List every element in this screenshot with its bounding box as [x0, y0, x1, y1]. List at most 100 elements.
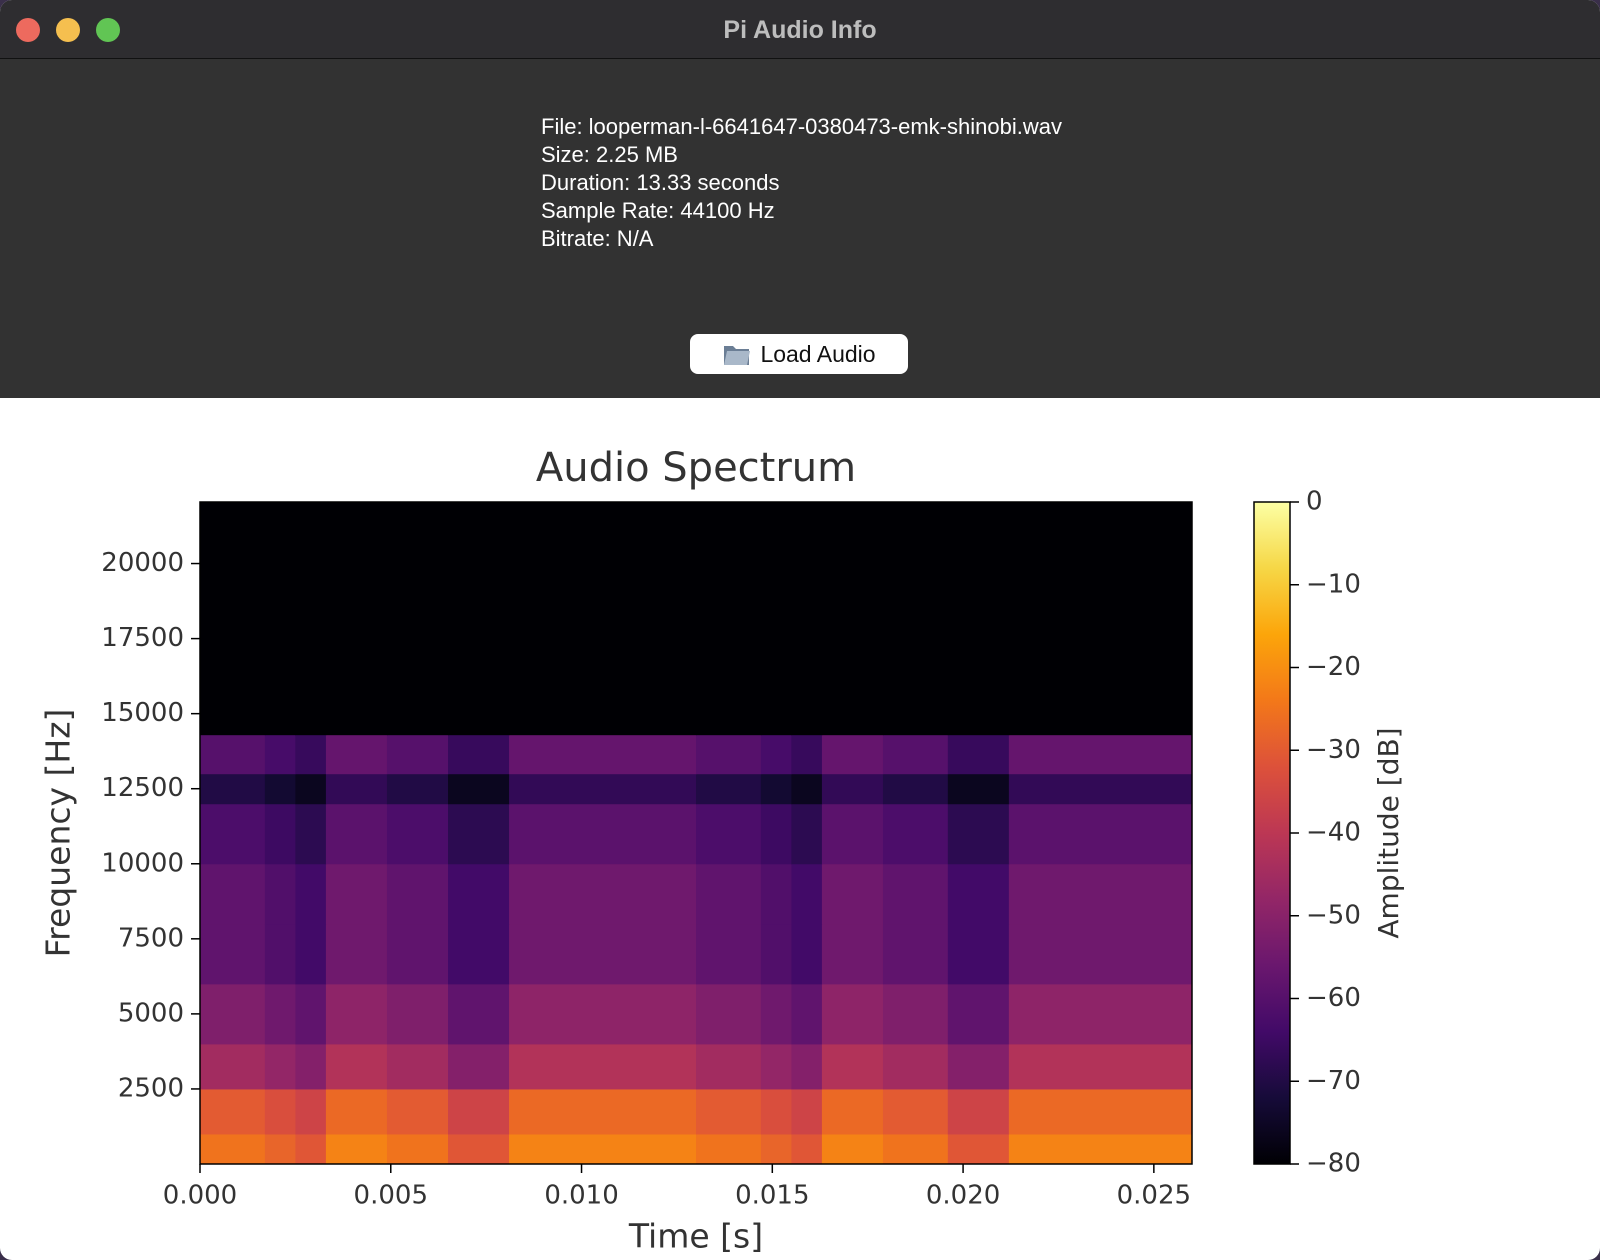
heatmap-cell [325, 502, 388, 736]
heatmap-cell [791, 1043, 823, 1090]
heatmap-cell [509, 863, 697, 925]
x-tick-label: 0.025 [1117, 1181, 1191, 1211]
colorbar [1253, 501, 1291, 1165]
heatmap-cell [696, 863, 762, 925]
heatmap-cell [1008, 734, 1193, 775]
heatmap-cell [760, 923, 792, 985]
heatmap-cell [295, 734, 327, 775]
y-axis-label: Frequency [Hz] [39, 709, 78, 958]
heatmap-cell [1008, 773, 1193, 805]
heatmap-cell [386, 863, 449, 925]
chart-title: Audio Spectrum [536, 445, 856, 491]
heatmap-cell [295, 1088, 327, 1135]
x-tick-label: 0.010 [544, 1181, 618, 1211]
heatmap-cell [821, 1088, 884, 1135]
heatmap-cell [295, 502, 327, 736]
heatmap-cell [791, 983, 823, 1045]
x-tick-label: 0.000 [163, 1181, 237, 1211]
heatmap-cell [1008, 983, 1193, 1045]
heatmap-cell [386, 803, 449, 865]
load-audio-button[interactable]: Load Audio [690, 334, 908, 374]
heatmap-cell [791, 1088, 823, 1135]
heatmap-cell [882, 734, 949, 775]
heatmap-cell [386, 734, 449, 775]
heatmap-cell [509, 1043, 697, 1090]
heatmap-cell [448, 1043, 510, 1090]
colorbar-tick-label: −80 [1306, 1149, 1361, 1179]
heatmap-cell [821, 983, 884, 1045]
y-tick-label: 5000 [118, 998, 184, 1028]
heatmap-cell [295, 773, 327, 805]
heatmap-cell [386, 923, 449, 985]
close-button[interactable] [16, 18, 40, 42]
heatmap-cell [760, 803, 792, 865]
y-tick-label: 7500 [118, 923, 184, 953]
heatmap-cell [200, 1043, 266, 1090]
colorbar-label: Amplitude [dB] [1372, 727, 1405, 938]
x-axis-label: Time [s] [628, 1217, 763, 1256]
heatmap-cell [760, 773, 792, 805]
heatmap-cell [760, 502, 792, 736]
zoom-button[interactable] [96, 18, 120, 42]
heatmap-cell [325, 734, 388, 775]
heatmap-cell [264, 1043, 296, 1090]
heatmap-cell [1008, 803, 1193, 865]
heatmap-cell [882, 1043, 949, 1090]
folder-icon [724, 346, 751, 365]
heatmap-cell [295, 803, 327, 865]
y-tick-label: 17500 [101, 623, 184, 653]
heatmap-cell [264, 734, 296, 775]
heatmap-cell [264, 773, 296, 805]
heatmap-cell [448, 803, 510, 865]
heatmap-cell [696, 1133, 762, 1165]
info-list: File: looperman-l-6641647-0380473-emk-sh… [541, 113, 1062, 253]
y-tick-label: 2500 [118, 1073, 184, 1103]
heatmap-cell [448, 773, 510, 805]
heatmap-cell [947, 863, 1010, 925]
heatmap-cell [509, 502, 697, 736]
colorbar-tick-label: −10 [1306, 569, 1361, 599]
heatmap-cell [760, 1133, 792, 1165]
heatmap-cell [325, 1133, 388, 1165]
heatmap-cell [509, 734, 697, 775]
heatmap-cell [791, 773, 823, 805]
heatmap-cell [200, 803, 266, 865]
heatmap-cell [325, 773, 388, 805]
minimize-button[interactable] [56, 18, 80, 42]
title-bar: Pi Audio Info [0, 0, 1600, 59]
heatmap-cell [821, 773, 884, 805]
heatmap-cell [882, 1133, 949, 1165]
heatmap-cell [821, 923, 884, 985]
heatmap-cell [264, 923, 296, 985]
heatmap-cell [509, 923, 697, 985]
heatmap-cell [882, 773, 949, 805]
heatmap-cell [386, 1088, 449, 1135]
heatmap-cell [760, 1043, 792, 1090]
heatmap-cell [696, 734, 762, 775]
heatmap-cell [882, 863, 949, 925]
heatmap-cell [325, 863, 388, 925]
heatmap-cell [821, 734, 884, 775]
heatmap-cell [1008, 923, 1193, 985]
heatmap-cell [821, 803, 884, 865]
heatmap-cell [1008, 502, 1193, 736]
heatmap-cell [200, 923, 266, 985]
heatmap-cell [295, 923, 327, 985]
heatmap-cell [947, 773, 1010, 805]
info-line: Bitrate: N/A [541, 226, 654, 251]
heatmap-cell [325, 1043, 388, 1090]
heatmap-cell [448, 1133, 510, 1165]
heatmap-cell [947, 923, 1010, 985]
colorbar-tick-label: 0 [1306, 487, 1323, 517]
colorbar-tick-label: −30 [1306, 735, 1361, 765]
heatmap-cell [264, 983, 296, 1045]
heatmap-cell [947, 803, 1010, 865]
colorbar-tick-label: −60 [1306, 983, 1361, 1013]
heatmap-cell [947, 1133, 1010, 1165]
plot-frame [199, 501, 1193, 1165]
heatmap-cell [882, 502, 949, 736]
heatmap-cell [448, 502, 510, 736]
heatmap-cell [448, 1088, 510, 1135]
heatmap-cell [325, 983, 388, 1045]
